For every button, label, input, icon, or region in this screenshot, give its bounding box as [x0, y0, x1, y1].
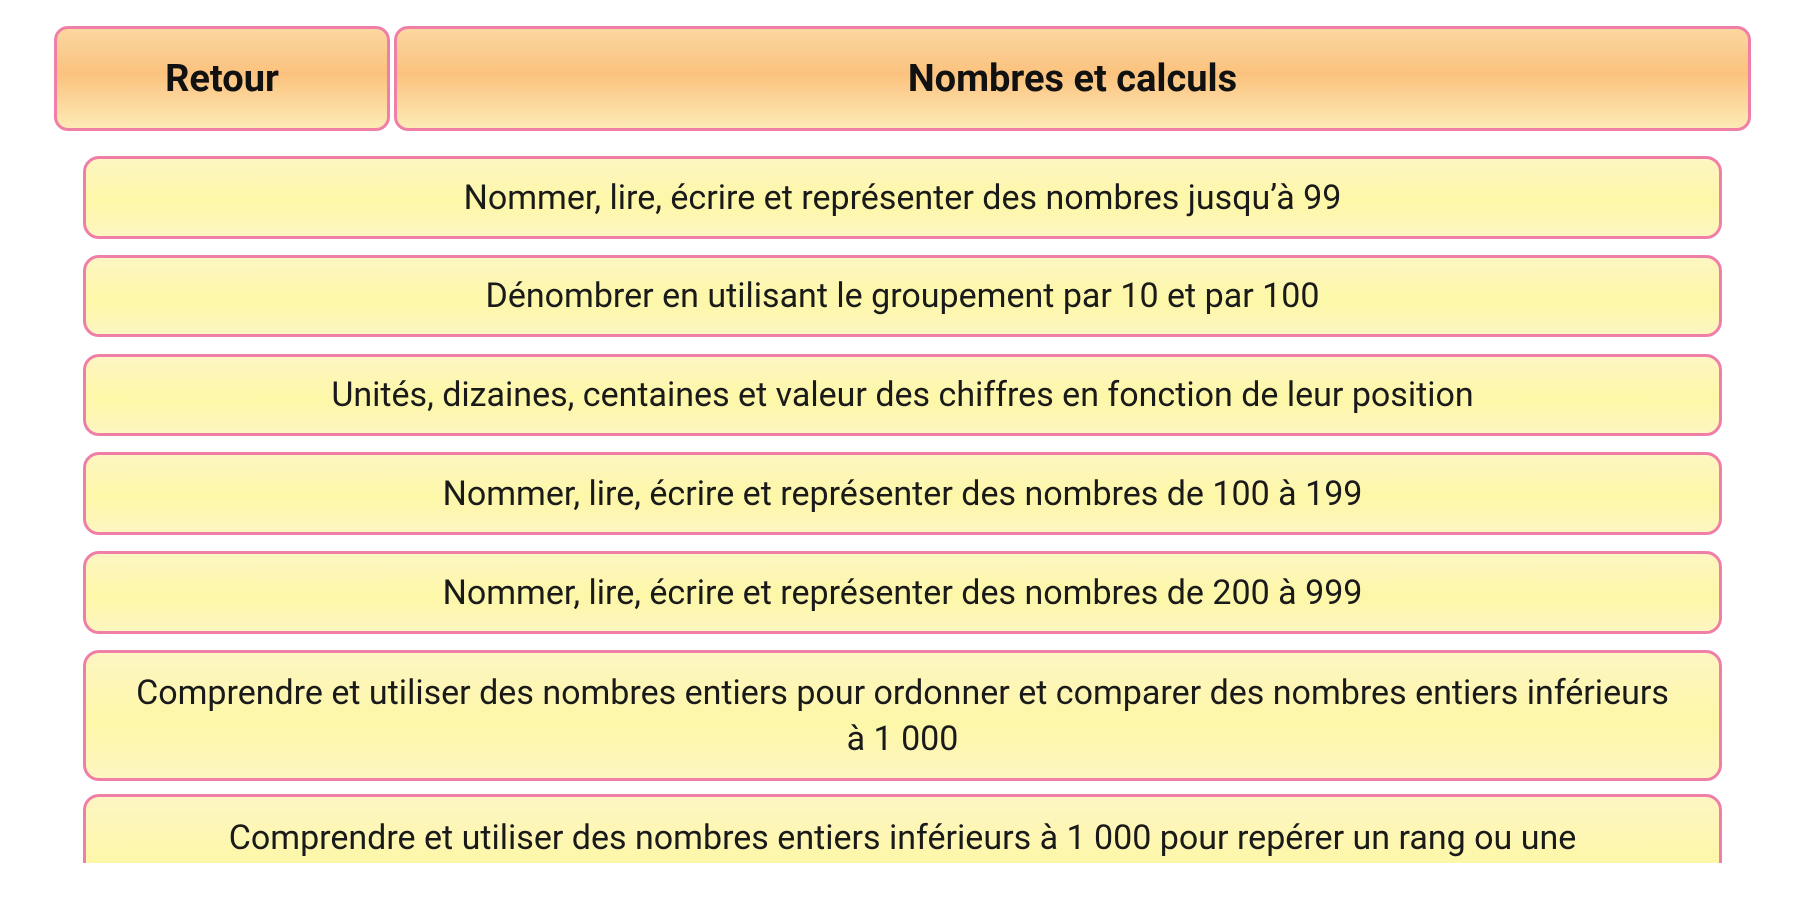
lesson-item[interactable]: Comprendre et utiliser des nombres entie… [83, 650, 1722, 781]
screen-title: Nombres et calculs [394, 26, 1751, 131]
back-button[interactable]: Retour [54, 26, 390, 131]
lesson-item[interactable]: Dénombrer en utilisant le groupement par… [83, 255, 1722, 337]
lesson-item[interactable]: Nommer, lire, écrire et représenter des … [83, 551, 1722, 634]
lesson-item[interactable]: Unités, dizaines, centaines et valeur de… [83, 354, 1722, 436]
lesson-item[interactable]: Nommer, lire, écrire et représenter des … [83, 156, 1722, 239]
lesson-item[interactable]: Comprendre et utiliser des nombres entie… [83, 794, 1722, 863]
lesson-item[interactable]: Nommer, lire, écrire et représenter des … [83, 452, 1722, 535]
item-list: Nommer, lire, écrire et représenter des … [83, 156, 1722, 863]
